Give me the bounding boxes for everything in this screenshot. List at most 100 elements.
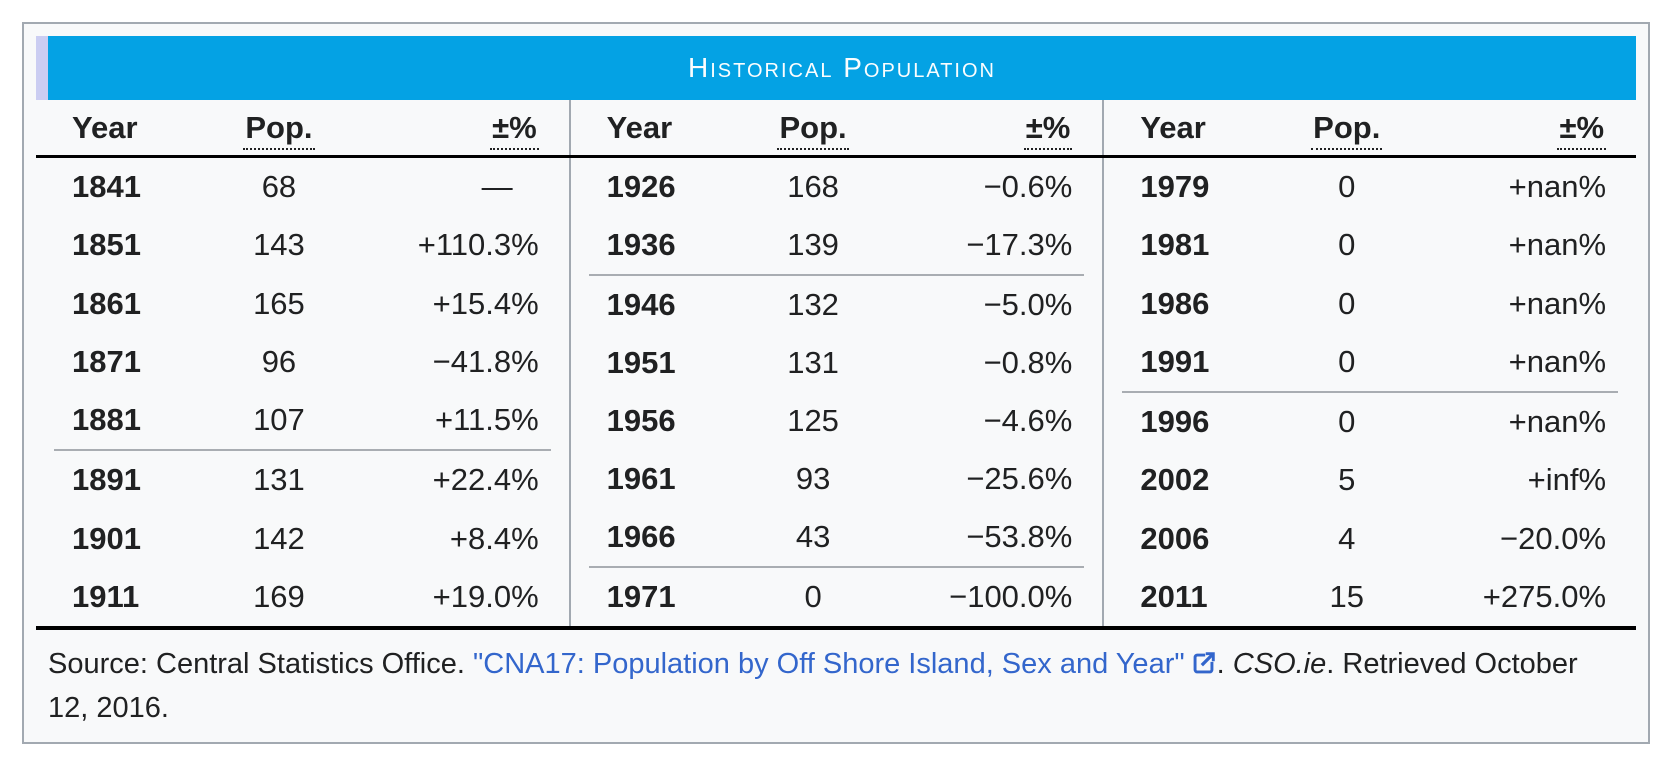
change-cell: +15.4%: [432, 285, 539, 321]
group-separator-cell: [36, 449, 569, 452]
table-row: 1861 165 +15.4%: [36, 274, 569, 332]
pop-cell: 93: [795, 461, 831, 496]
pop-cell: 131: [253, 462, 305, 498]
year-cell: 1979: [1140, 169, 1210, 205]
population-table-group-2: Year Pop. ±% 1926 168 −0.6% 1936 139 −17.3% 19…: [568, 100, 1103, 626]
pop-abbr: Pop.: [777, 110, 849, 150]
pop-cell: 0: [1338, 227, 1356, 263]
change-cell: −17.3%: [966, 227, 1073, 262]
table-row: 1851 143 +110.3%: [36, 216, 569, 274]
change-cell: −41.8%: [432, 343, 539, 379]
pop-cell: 169: [253, 578, 305, 614]
group-separator-cell: [570, 566, 1103, 568]
population-table-group-3: Year Pop. ±% 1979 0 +nan% 1981 0 +nan% 1986 0 +n…: [1102, 100, 1637, 626]
source-suffix: . Retrieved October 12, 2016.: [48, 648, 1578, 724]
table-row: 1936 139 −17.3%: [570, 216, 1103, 274]
year-cell: 1841: [72, 169, 141, 205]
table-row: 1996 0 +nan%: [1103, 393, 1636, 451]
year-cell: 1871: [72, 343, 141, 379]
pop-cell: 0: [1338, 285, 1356, 321]
table-row: 1881 107 +11.5%: [36, 391, 569, 449]
year-cell: 1926: [606, 169, 676, 204]
title-accent-strip: [36, 36, 48, 100]
table-row: 1961 93 −25.6%: [570, 450, 1103, 508]
col-header-change: ±%: [366, 100, 569, 158]
table-row: 1979 0 +nan%: [1103, 157, 1636, 217]
year-cell: 1996: [1140, 404, 1210, 440]
pop-abbr: Pop.: [243, 110, 315, 150]
change-cell: +nan%: [1508, 343, 1607, 379]
pop-cell: 0: [1338, 404, 1356, 440]
col-header-year: Year: [1103, 100, 1260, 158]
table-row: 1891 131 +22.4%: [36, 451, 569, 509]
year-cell: 1911: [72, 578, 140, 614]
col-header-pop: Pop.: [1259, 100, 1435, 158]
table-row: 1966 43 −53.8%: [570, 508, 1103, 566]
table-row: 2002 5 +inf%: [1103, 451, 1636, 509]
year-cell: 1986: [1140, 285, 1210, 321]
group-separator: [570, 566, 1103, 568]
col-header-change: ±%: [900, 100, 1103, 158]
year-cell: 1956: [606, 403, 676, 438]
pop-cell: 43: [795, 519, 831, 554]
table-row: 2006 4 −20.0%: [1103, 509, 1636, 567]
year-cell: 1946: [606, 287, 676, 322]
source-prefix: Source: Central Statistics Office.: [48, 648, 473, 680]
table-row: 1986 0 +nan%: [1103, 274, 1636, 332]
year-cell: 1991: [1140, 343, 1210, 379]
population-table-groups: Year Pop. ±% 1841 68 — 1851 143 +110.3% 1861 16…: [36, 100, 1637, 630]
table-title-bar: Historical Population: [36, 36, 1636, 100]
change-abbr: ±%: [1557, 110, 1607, 150]
year-cell: 1936: [606, 227, 676, 262]
table-row: 2011 15 +275.0%: [1103, 568, 1636, 626]
year-cell: 1861: [72, 285, 141, 321]
pop-cell: 131: [787, 345, 839, 380]
change-cell: +nan%: [1508, 404, 1607, 440]
year-cell: 1966: [606, 519, 676, 554]
pop-cell: 139: [787, 227, 839, 262]
year-cell: 1851: [72, 227, 141, 263]
change-cell: +inf%: [1527, 462, 1607, 498]
pop-abbr: Pop.: [1311, 110, 1383, 150]
col-header-pop: Pop.: [725, 100, 901, 158]
table-row: 1926 168 −0.6%: [570, 157, 1103, 217]
header-row: Year Pop. ±%: [569, 100, 1103, 158]
table-row: 1871 96 −41.8%: [36, 333, 569, 391]
header-row: Year Pop. ±%: [36, 100, 569, 158]
change-cell: —: [481, 169, 513, 205]
change-cell: +nan%: [1508, 169, 1607, 205]
pop-cell: 0: [1338, 169, 1356, 205]
title-background: Historical Population: [48, 36, 1636, 100]
historical-population-infobox: Historical Population Year Pop. ±% 1841 6…: [22, 22, 1650, 744]
year-cell: 2006: [1140, 520, 1210, 556]
table-row: 1951 131 −0.8%: [570, 334, 1103, 392]
pop-cell: 143: [253, 227, 305, 263]
table-row: 1991 0 +nan%: [1103, 333, 1636, 391]
population-table-group-1: Year Pop. ±% 1841 68 — 1851 143 +110.3% 1861 16…: [36, 100, 569, 626]
table-row: 1841 68 —: [36, 157, 569, 217]
group-separator-cell: [570, 274, 1103, 276]
change-cell: +nan%: [1508, 227, 1607, 263]
change-cell: −0.6%: [983, 169, 1073, 204]
source-between: .: [1216, 648, 1233, 680]
pop-cell: 165: [253, 285, 305, 321]
table-row: 1981 0 +nan%: [1103, 216, 1636, 274]
year-cell: 1881: [72, 402, 141, 438]
col-header-year: Year: [569, 100, 726, 158]
pop-cell: 142: [253, 520, 305, 556]
group-separator: [1103, 390, 1636, 393]
change-cell: +11.5%: [434, 402, 539, 438]
year-cell: 1901: [72, 520, 141, 556]
change-cell: −4.6%: [983, 403, 1073, 438]
pop-cell: 4: [1338, 520, 1356, 556]
year-cell: 1891: [72, 462, 141, 498]
change-cell: +22.4%: [432, 462, 539, 498]
change-abbr: ±%: [1023, 110, 1073, 150]
year-cell: 2002: [1140, 462, 1210, 498]
header-row: Year Pop. ±%: [1103, 100, 1637, 158]
pop-cell: 0: [1338, 343, 1356, 379]
change-abbr: ±%: [490, 110, 539, 150]
change-cell: −0.8%: [983, 345, 1073, 380]
source-link[interactable]: "CNA17: Population by Off Shore Island, …: [473, 648, 1217, 680]
year-cell: 1971: [606, 579, 676, 614]
